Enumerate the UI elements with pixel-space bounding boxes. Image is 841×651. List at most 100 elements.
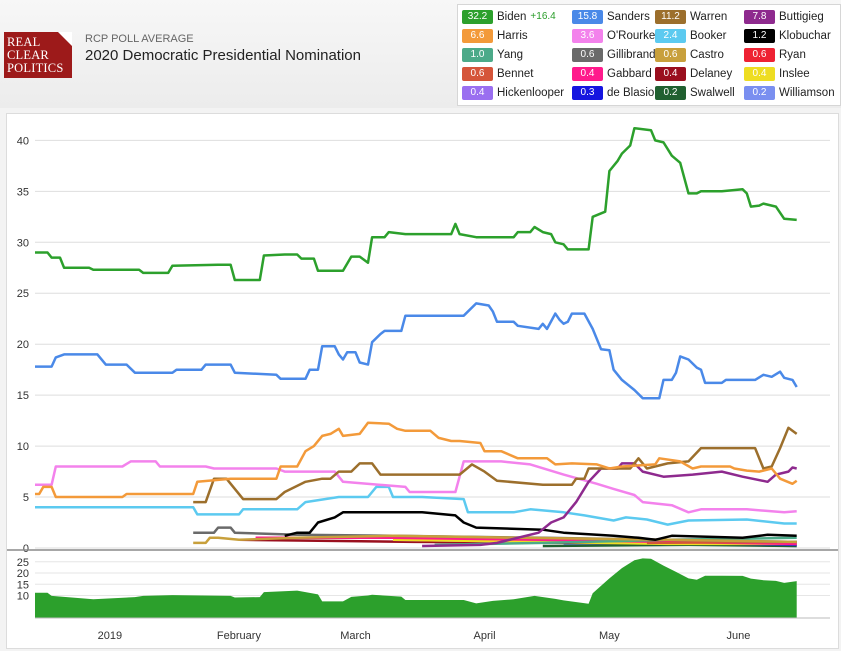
legend-name: Inslee bbox=[779, 68, 810, 80]
legend-item[interactable]: 1.0 Yang bbox=[462, 47, 523, 63]
legend-name: Castro bbox=[690, 49, 724, 61]
series-line-biden[interactable] bbox=[35, 126, 797, 282]
series-line-castro[interactable] bbox=[193, 534, 797, 545]
legend-value-badge: 1.0 bbox=[462, 48, 493, 62]
legend-value-badge: 0.3 bbox=[572, 86, 603, 100]
series-line-warren[interactable] bbox=[193, 426, 798, 504]
legend-name: Swalwell bbox=[690, 87, 735, 99]
legend-item[interactable]: 0.4 Hickenlooper bbox=[462, 85, 564, 101]
legend-name: Bennet bbox=[497, 68, 534, 80]
spread-y-tick-label: 10 bbox=[17, 591, 29, 603]
x-tick-label: May bbox=[599, 630, 620, 642]
legend-name: Gillibrand bbox=[607, 49, 656, 61]
spread-y-tick-label: 20 bbox=[17, 568, 29, 580]
legend-name: Buttigieg bbox=[779, 11, 824, 23]
spread-area[interactable] bbox=[35, 558, 797, 618]
legend-name: Yang bbox=[497, 49, 524, 61]
legend-value-badge: 15.8 bbox=[572, 10, 603, 24]
legend-item[interactable]: 0.4 Delaney bbox=[655, 66, 732, 82]
legend-item[interactable]: 1.2 Klobuchar bbox=[744, 28, 831, 44]
legend-item[interactable]: 3.6 O'Rourke bbox=[572, 28, 655, 44]
legend-name: Klobuchar bbox=[779, 30, 831, 42]
legend-value-badge: 0.6 bbox=[744, 48, 775, 62]
legend-spread: +16.4 bbox=[530, 11, 556, 22]
legend-item[interactable]: 32.2 Biden +16.4 bbox=[462, 9, 556, 25]
legend-name: Sanders bbox=[607, 11, 650, 23]
y-tick-label: 0 bbox=[23, 543, 29, 555]
legend-item[interactable]: 0.6 Bennet bbox=[462, 66, 533, 82]
legend-value-badge: 0.4 bbox=[462, 86, 493, 100]
y-tick-label: 5 bbox=[23, 492, 29, 504]
series-line-o-rourke[interactable] bbox=[35, 460, 797, 514]
chart-subtitle: RCP POLL AVERAGE bbox=[85, 33, 194, 45]
legend-name: Gabbard bbox=[607, 68, 652, 80]
legend-item[interactable]: 6.6 Harris bbox=[462, 28, 528, 44]
rcp-logo[interactable]: REAL CLEAR POLITICS bbox=[4, 32, 72, 78]
legend-item[interactable]: 0.3 de Blasio bbox=[572, 85, 654, 101]
legend-item[interactable]: 0.4 Gabbard bbox=[572, 66, 652, 82]
y-tick-label: 25 bbox=[17, 288, 29, 300]
x-tick-label: April bbox=[474, 630, 496, 642]
legend-name: de Blasio bbox=[607, 87, 655, 99]
legend-value-badge: 0.6 bbox=[572, 48, 603, 62]
legend-item[interactable]: 0.6 Gillibrand bbox=[572, 47, 656, 63]
series-line-klobuchar[interactable] bbox=[284, 511, 797, 542]
chart-title: 2020 Democratic Presidential Nomination bbox=[85, 47, 361, 64]
x-tick-label: June bbox=[726, 630, 750, 642]
legend-item[interactable]: 2.4 Booker bbox=[655, 28, 726, 44]
series-line-harris[interactable] bbox=[35, 421, 798, 499]
legend-item[interactable]: 0.6 Ryan bbox=[744, 47, 806, 63]
legend-item[interactable]: 11.2 Warren bbox=[655, 9, 727, 25]
legend: 32.2 Biden +16.4 15.8 Sanders 11.2 Warren 7.8 Bu… bbox=[457, 4, 841, 106]
legend-value-badge: 11.2 bbox=[655, 10, 686, 24]
legend-name: Hickenlooper bbox=[497, 87, 565, 99]
spread-y-tick-label: 25 bbox=[17, 557, 29, 569]
legend-item[interactable]: 0.2 Williamson bbox=[744, 85, 835, 101]
spread-y-tick-label: 15 bbox=[17, 579, 29, 591]
legend-value-badge: 0.6 bbox=[462, 67, 493, 81]
logo-line-2: CLEAR bbox=[7, 48, 49, 62]
legend-value-badge: 1.2 bbox=[744, 29, 775, 43]
series-line-booker[interactable] bbox=[35, 485, 797, 526]
legend-name: O'Rourke bbox=[607, 30, 656, 42]
legend-name: Warren bbox=[690, 11, 728, 23]
logo-line-1: REAL bbox=[7, 35, 41, 49]
legend-value-badge: 3.6 bbox=[572, 29, 603, 43]
y-tick-label: 10 bbox=[17, 441, 29, 453]
x-tick-label: 2019 bbox=[98, 630, 122, 642]
legend-value-badge: 0.2 bbox=[655, 86, 686, 100]
legend-name: Biden bbox=[497, 11, 527, 23]
y-tick-label: 40 bbox=[17, 135, 29, 147]
series-line-buttigieg[interactable] bbox=[422, 462, 797, 548]
y-tick-label: 15 bbox=[17, 390, 29, 402]
logo-line-3: POLITICS bbox=[7, 61, 64, 75]
x-tick-label: February bbox=[217, 630, 262, 642]
series-line-sanders[interactable] bbox=[35, 302, 798, 400]
x-tick-label: March bbox=[340, 630, 371, 642]
legend-value-badge: 6.6 bbox=[462, 29, 493, 43]
y-tick-label: 35 bbox=[17, 186, 29, 198]
legend-item[interactable]: 0.4 Inslee bbox=[744, 66, 810, 82]
legend-value-badge: 0.2 bbox=[744, 86, 775, 100]
logo-corner-icon bbox=[58, 32, 72, 46]
legend-value-badge: 2.4 bbox=[655, 29, 686, 43]
chart-area: 0 5 10 15 20 25 30 35 40 10 15 20 25 2019 February Marc… bbox=[6, 113, 839, 649]
legend-value-badge: 0.4 bbox=[572, 67, 603, 81]
legend-item[interactable]: 15.8 Sanders bbox=[572, 9, 650, 25]
legend-item[interactable]: 7.8 Buttigieg bbox=[744, 9, 824, 25]
y-tick-label: 30 bbox=[17, 237, 29, 249]
y-tick-label: 20 bbox=[17, 339, 29, 351]
header: REAL CLEAR POLITICS RCP POLL AVERAGE 202… bbox=[0, 0, 841, 108]
legend-name: Delaney bbox=[690, 68, 733, 80]
legend-name: Williamson bbox=[779, 87, 835, 99]
legend-name: Harris bbox=[497, 30, 528, 42]
legend-name: Ryan bbox=[779, 49, 806, 61]
legend-item[interactable]: 0.2 Swalwell bbox=[655, 85, 735, 101]
legend-value-badge: 32.2 bbox=[462, 10, 493, 24]
legend-value-badge: 0.4 bbox=[744, 67, 775, 81]
legend-value-badge: 0.6 bbox=[655, 48, 686, 62]
legend-value-badge: 7.8 bbox=[744, 10, 775, 24]
legend-name: Booker bbox=[690, 30, 727, 42]
legend-item[interactable]: 0.6 Castro bbox=[655, 47, 724, 63]
